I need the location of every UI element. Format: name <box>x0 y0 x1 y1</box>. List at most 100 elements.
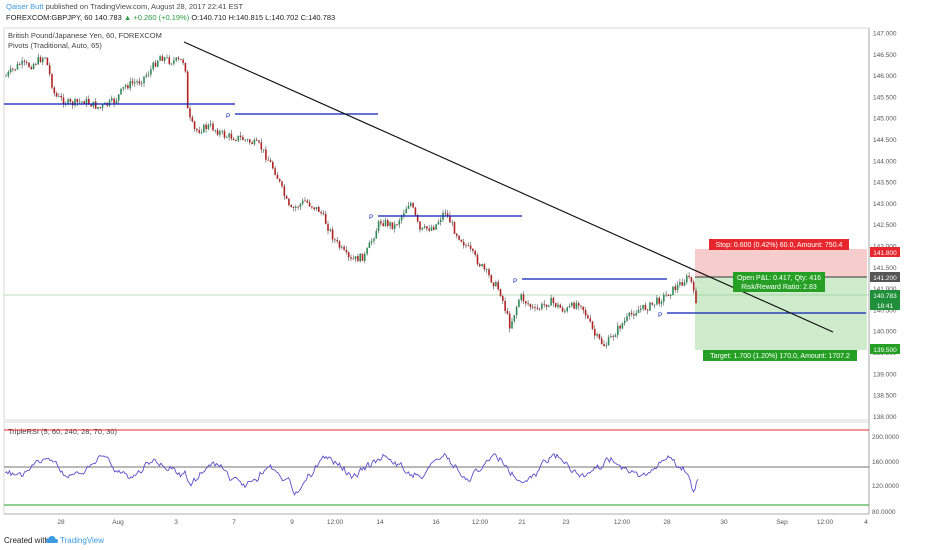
candle-body <box>628 312 631 317</box>
candle-body <box>336 240 338 242</box>
candle-body <box>292 207 295 208</box>
price-axis-label: 143.000 <box>873 201 897 208</box>
candle-body <box>134 82 136 84</box>
candle-body <box>649 302 651 311</box>
rsi-line[interactable] <box>4 452 699 496</box>
pivot-label-5: P <box>658 312 662 319</box>
candle-body <box>113 98 115 104</box>
candle-body <box>276 174 279 179</box>
candle-body <box>690 277 693 282</box>
author-link[interactable]: Qaiser Butt <box>6 2 44 11</box>
candle-body <box>633 314 635 316</box>
candle-body <box>382 223 384 226</box>
candle-body <box>228 133 230 138</box>
time-axis-label: 9 <box>290 519 294 526</box>
candle-body <box>343 246 345 250</box>
candle-body <box>297 206 299 208</box>
price-axis-label: 138.500 <box>873 393 897 400</box>
trendline[interactable] <box>183 41 834 333</box>
time-axis-label: 28 <box>57 519 65 526</box>
candle-body <box>623 320 626 324</box>
candle-body <box>320 211 322 214</box>
main-pane[interactable] <box>3 27 870 421</box>
candle-body <box>184 62 187 72</box>
candle-body <box>488 269 490 276</box>
candle-body <box>492 282 495 287</box>
candle-body <box>5 75 7 77</box>
candle-body <box>545 304 548 307</box>
candle-body <box>207 124 210 130</box>
candle-body <box>550 297 552 306</box>
rsi-axis-label-2: 160.0000 <box>872 459 899 466</box>
candle-body <box>168 57 171 64</box>
candle-body <box>665 294 667 296</box>
chart-canvas[interactable]: British Pound/Japanese Yen, 60, FOREXCOM… <box>0 26 932 531</box>
candle-body <box>679 282 681 285</box>
candle-body <box>508 313 511 329</box>
candle-body <box>481 264 483 267</box>
candle-body <box>85 98 88 105</box>
current-price-text: 140.783 <box>873 293 897 300</box>
candle-body <box>262 149 265 151</box>
candle-body <box>25 61 28 63</box>
candle-body <box>83 101 85 105</box>
candle-body <box>115 100 118 104</box>
candle-body <box>453 222 456 234</box>
candle-body <box>419 221 421 230</box>
risk-reward-label: Risk/Reward Ratio: 2.83 <box>741 284 817 291</box>
stop-price-text: 141.800 <box>873 250 897 257</box>
rsi-pane[interactable] <box>3 421 870 515</box>
price-axis-label: 142.500 <box>873 222 897 229</box>
price-axis-label: 143.500 <box>873 180 897 187</box>
rsi-indicator-label: TripleRSI (5, 60, 240, 28, 70, 30) <box>8 427 117 436</box>
publish-info: Qaiser Butt published on TradingView.com… <box>6 2 243 11</box>
candle-body <box>322 213 325 214</box>
candle-body <box>474 250 476 255</box>
candle-body <box>62 97 65 105</box>
candle-body <box>67 99 69 104</box>
candle-body <box>584 310 587 316</box>
time-axis-label: 4 <box>864 519 868 526</box>
ohlc-values: O:140.710 H:140.815 L:140.702 C:140.783 <box>191 13 336 22</box>
tradingview-brand[interactable]: TradingView <box>60 536 105 545</box>
candle-body <box>614 335 617 337</box>
candlestick-series[interactable] <box>5 53 697 349</box>
candle-body <box>154 62 157 67</box>
candle-body <box>327 224 329 231</box>
candle-body <box>214 130 217 132</box>
candle-body <box>239 135 242 138</box>
candle-body <box>499 289 502 297</box>
candle-body <box>152 62 154 70</box>
candle-body <box>513 315 516 322</box>
candle-body <box>7 71 10 76</box>
candle-body <box>393 224 396 229</box>
candle-body <box>55 93 58 97</box>
candle-body <box>35 63 37 65</box>
candle-body <box>518 299 520 307</box>
candle-body <box>375 230 378 239</box>
candle-body <box>198 130 200 133</box>
candle-body <box>676 284 679 290</box>
candle-body <box>660 301 663 304</box>
target-price-text: 139.500 <box>873 347 897 354</box>
time-axis[interactable]: 28 Aug 3 7 9 12:00 14 16 12:00 21 23 12:00 28 30 Sep 12… <box>57 519 868 526</box>
candle-body <box>88 98 90 105</box>
candle-body <box>559 304 562 308</box>
candle-body <box>541 303 543 309</box>
candle-body <box>122 86 125 89</box>
stop-label-box[interactable] <box>709 239 849 250</box>
pnl-label-box[interactable] <box>733 272 825 292</box>
candle-body <box>575 303 578 309</box>
candle-body <box>582 306 585 311</box>
candle-body <box>485 269 488 271</box>
target-label-box[interactable] <box>703 350 857 361</box>
time-axis-label: 30 <box>720 519 728 526</box>
candle-body <box>281 181 283 187</box>
candle-body <box>191 117 194 122</box>
candle-body <box>129 81 131 89</box>
candle-body <box>324 213 327 225</box>
candle-body <box>663 294 665 302</box>
open-pnl-label: Open P&L: 0.417, Qty: 416 <box>737 275 821 282</box>
price-axis[interactable]: 147.000 146.500 146.000 145.500 145.000 144.5… <box>873 31 897 421</box>
time-axis-label: Aug <box>112 519 124 526</box>
